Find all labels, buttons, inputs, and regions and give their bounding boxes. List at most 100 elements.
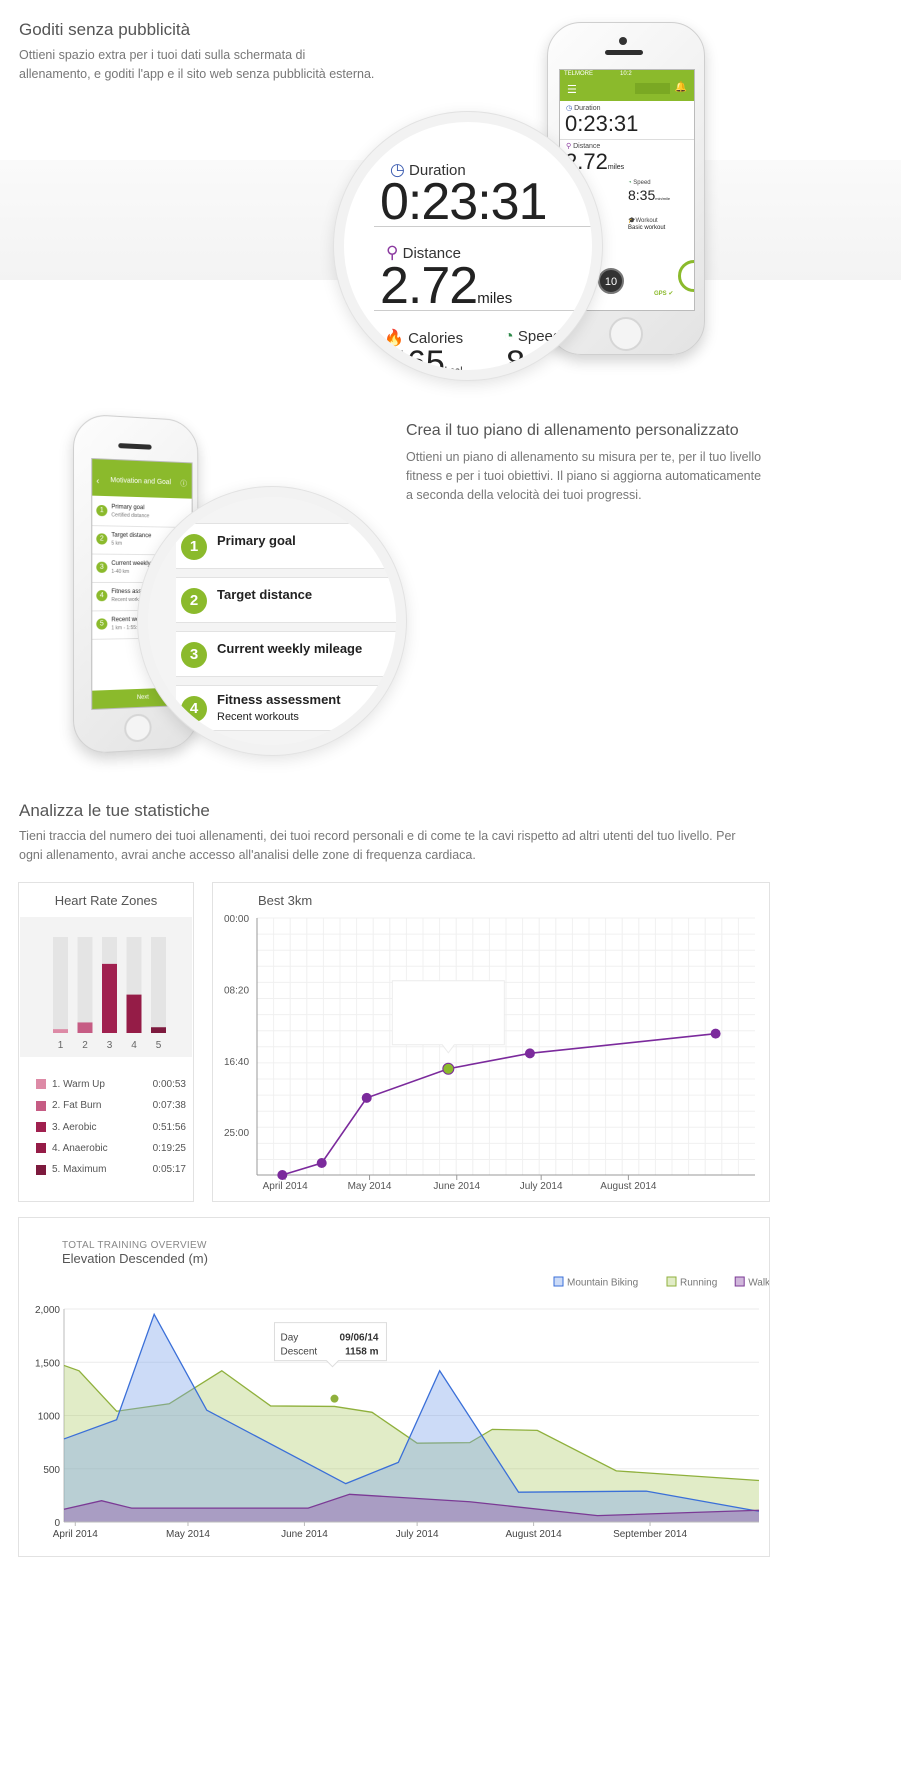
y-tick-label: 500 [43, 1465, 60, 1476]
step-number: 4 [96, 590, 107, 601]
section-ad-title: Goditi senza pubblicità [19, 20, 190, 40]
back-icon[interactable]: ‹ [96, 475, 99, 485]
legend-time: 0:51:56 [153, 1122, 186, 1133]
y-tick-label: 16:40 [224, 1057, 249, 1068]
step-title: Primary goal [111, 504, 144, 511]
y-tick-label: 0 [54, 1518, 60, 1529]
legend-time: 0:00:53 [153, 1079, 186, 1090]
speed-icon: ◔ [504, 328, 514, 345]
x-tick-label: August 2014 [506, 1529, 563, 1540]
phone-speed-label: Speed [633, 180, 650, 186]
highlighted-point [330, 1395, 338, 1403]
hrz-tick-label: 5 [156, 1040, 162, 1051]
speaker [118, 443, 151, 450]
legend-swatch [667, 1277, 676, 1286]
best-3km-card: Best 3km 00:00 08:20 16:40 25:00 April 2014 M… [212, 882, 770, 1202]
section-stats-title: Analizza le tue statistiche [19, 801, 210, 821]
legend-label: 5. Maximum [52, 1164, 106, 1175]
speaker [605, 50, 643, 55]
step-number: 4 [181, 696, 207, 722]
x-tick-label: June 2014 [433, 1181, 480, 1192]
hrz-bar [78, 1022, 93, 1033]
step-title: Target distance [111, 533, 151, 540]
best-3km-line-chart: 00:0008:2016:4025:00April 2014 May 2014 Ju… [213, 883, 769, 1201]
hrz-legend: 1. Warm Up 0:00:53 2. Fat Burn 0:07:38 3. Ae… [36, 1079, 186, 1185]
hrz-legend-item: 3. Aerobic 0:51:56 [36, 1122, 186, 1143]
plan-header: ‹ Motivation and Goal ⓘ [92, 459, 191, 499]
heart-rate-zones-card: Heart Rate Zones 12345 1. Warm Up 0:00:53… [18, 882, 194, 1202]
legend-label: Running [680, 1278, 717, 1289]
tooltip-day-value: 09/06/14 [340, 1333, 379, 1344]
step-title: Fitness assessment [217, 692, 341, 707]
legend-swatch [36, 1079, 46, 1089]
step-subtitle: 1-40 km [111, 569, 129, 575]
legend-label: 4. Anaerobic [52, 1143, 108, 1154]
phone-speed-value: 8:35 [628, 187, 655, 203]
best3km-point [525, 1048, 535, 1058]
countdown-button[interactable]: 10 [598, 268, 624, 294]
menu-icon[interactable]: ☰ [567, 83, 577, 96]
x-tick-label: May 2014 [166, 1529, 210, 1540]
legend-swatch [36, 1122, 46, 1132]
status-time: 10:2 [620, 71, 632, 77]
legend-swatch [36, 1101, 46, 1111]
mag-duration-value: 0:23:31 [380, 172, 547, 232]
x-tick-label: July 2014 [520, 1181, 563, 1192]
phone-speed-unit: min/mile [655, 196, 670, 201]
section-plan-text: Ottieni un piano di allenamento su misur… [406, 448, 766, 505]
x-tick-label: September 2014 [613, 1529, 687, 1540]
x-tick-label: August 2014 [600, 1181, 657, 1192]
x-tick-label: June 2014 [281, 1529, 328, 1540]
step-number: 3 [181, 642, 207, 668]
y-tick-label: 1000 [38, 1412, 61, 1423]
hrz-bar-track [151, 937, 166, 1033]
legend-swatch [735, 1277, 744, 1286]
step-number: 2 [96, 533, 107, 544]
mag-step-item[interactable]: 4 Fitness assessment Recent workouts [176, 685, 406, 731]
step-number: 3 [96, 562, 107, 573]
x-tick-label: July 2014 [396, 1529, 439, 1540]
mag-step-item[interactable]: 1 Primary goal [176, 523, 406, 569]
y-tick-label: 08:20 [224, 985, 249, 996]
mag-step-item[interactable]: 2 Target distance [176, 577, 406, 623]
legend-time: 0:05:17 [153, 1164, 186, 1175]
hrz-bar-track [78, 937, 93, 1033]
start-button[interactable] [678, 260, 695, 292]
hrz-bar-track [53, 937, 68, 1033]
step-number: 2 [181, 588, 207, 614]
step-subtitle: 5 km [111, 541, 122, 547]
status-carrier: TELMORE [564, 71, 593, 77]
app-logo [635, 83, 670, 94]
step-title: Primary goal [217, 533, 296, 548]
info-icon[interactable]: ⓘ [180, 479, 187, 489]
legend-label: Mountain Biking [567, 1278, 638, 1289]
bell-icon[interactable]: 🔔 [675, 82, 687, 93]
mag-distance-unit: miles [477, 290, 512, 307]
mag-distance-value: 2.72 [380, 257, 477, 315]
best3km-series-line [282, 1034, 715, 1175]
legend-swatch [36, 1165, 46, 1175]
x-tick-label: May 2014 [348, 1181, 392, 1192]
tooltip-descent-value: 1158 m [345, 1347, 378, 1358]
phone-workout-label: Workout [635, 218, 657, 224]
best3km-point [711, 1029, 721, 1039]
y-tick-label: 2,000 [35, 1305, 60, 1316]
elevation-area-chart: 2,000 1,500 1000 500 0April 2014 May 2014 June… [19, 1218, 769, 1556]
hrz-bar [151, 1027, 166, 1033]
hrz-tick-label: 1 [58, 1040, 64, 1051]
mag-step-item[interactable]: 3 Current weekly mileage [176, 631, 406, 677]
gps-label: GPS [654, 291, 667, 297]
hrz-title: Heart Rate Zones [19, 893, 193, 908]
hrz-legend-item: 2. Fat Burn 0:07:38 [36, 1100, 186, 1121]
hrz-tick-label: 2 [82, 1040, 88, 1051]
tooltip-box [392, 981, 504, 1053]
legend-swatch [554, 1277, 563, 1286]
legend-time: 0:07:38 [153, 1100, 186, 1111]
mag-speed-value: 8:35 [506, 344, 572, 380]
check-icon: ✔ [668, 291, 673, 297]
phone-distance-unit: miles [608, 164, 624, 171]
hrz-bar-chart: 1 2 3 4 5 [20, 917, 194, 1057]
magnifier-plan: 1 Primary goal 2 Target distance 3 Current we… [138, 487, 406, 755]
hrz-bar [102, 964, 117, 1033]
y-tick-label: 1,500 [35, 1358, 60, 1369]
